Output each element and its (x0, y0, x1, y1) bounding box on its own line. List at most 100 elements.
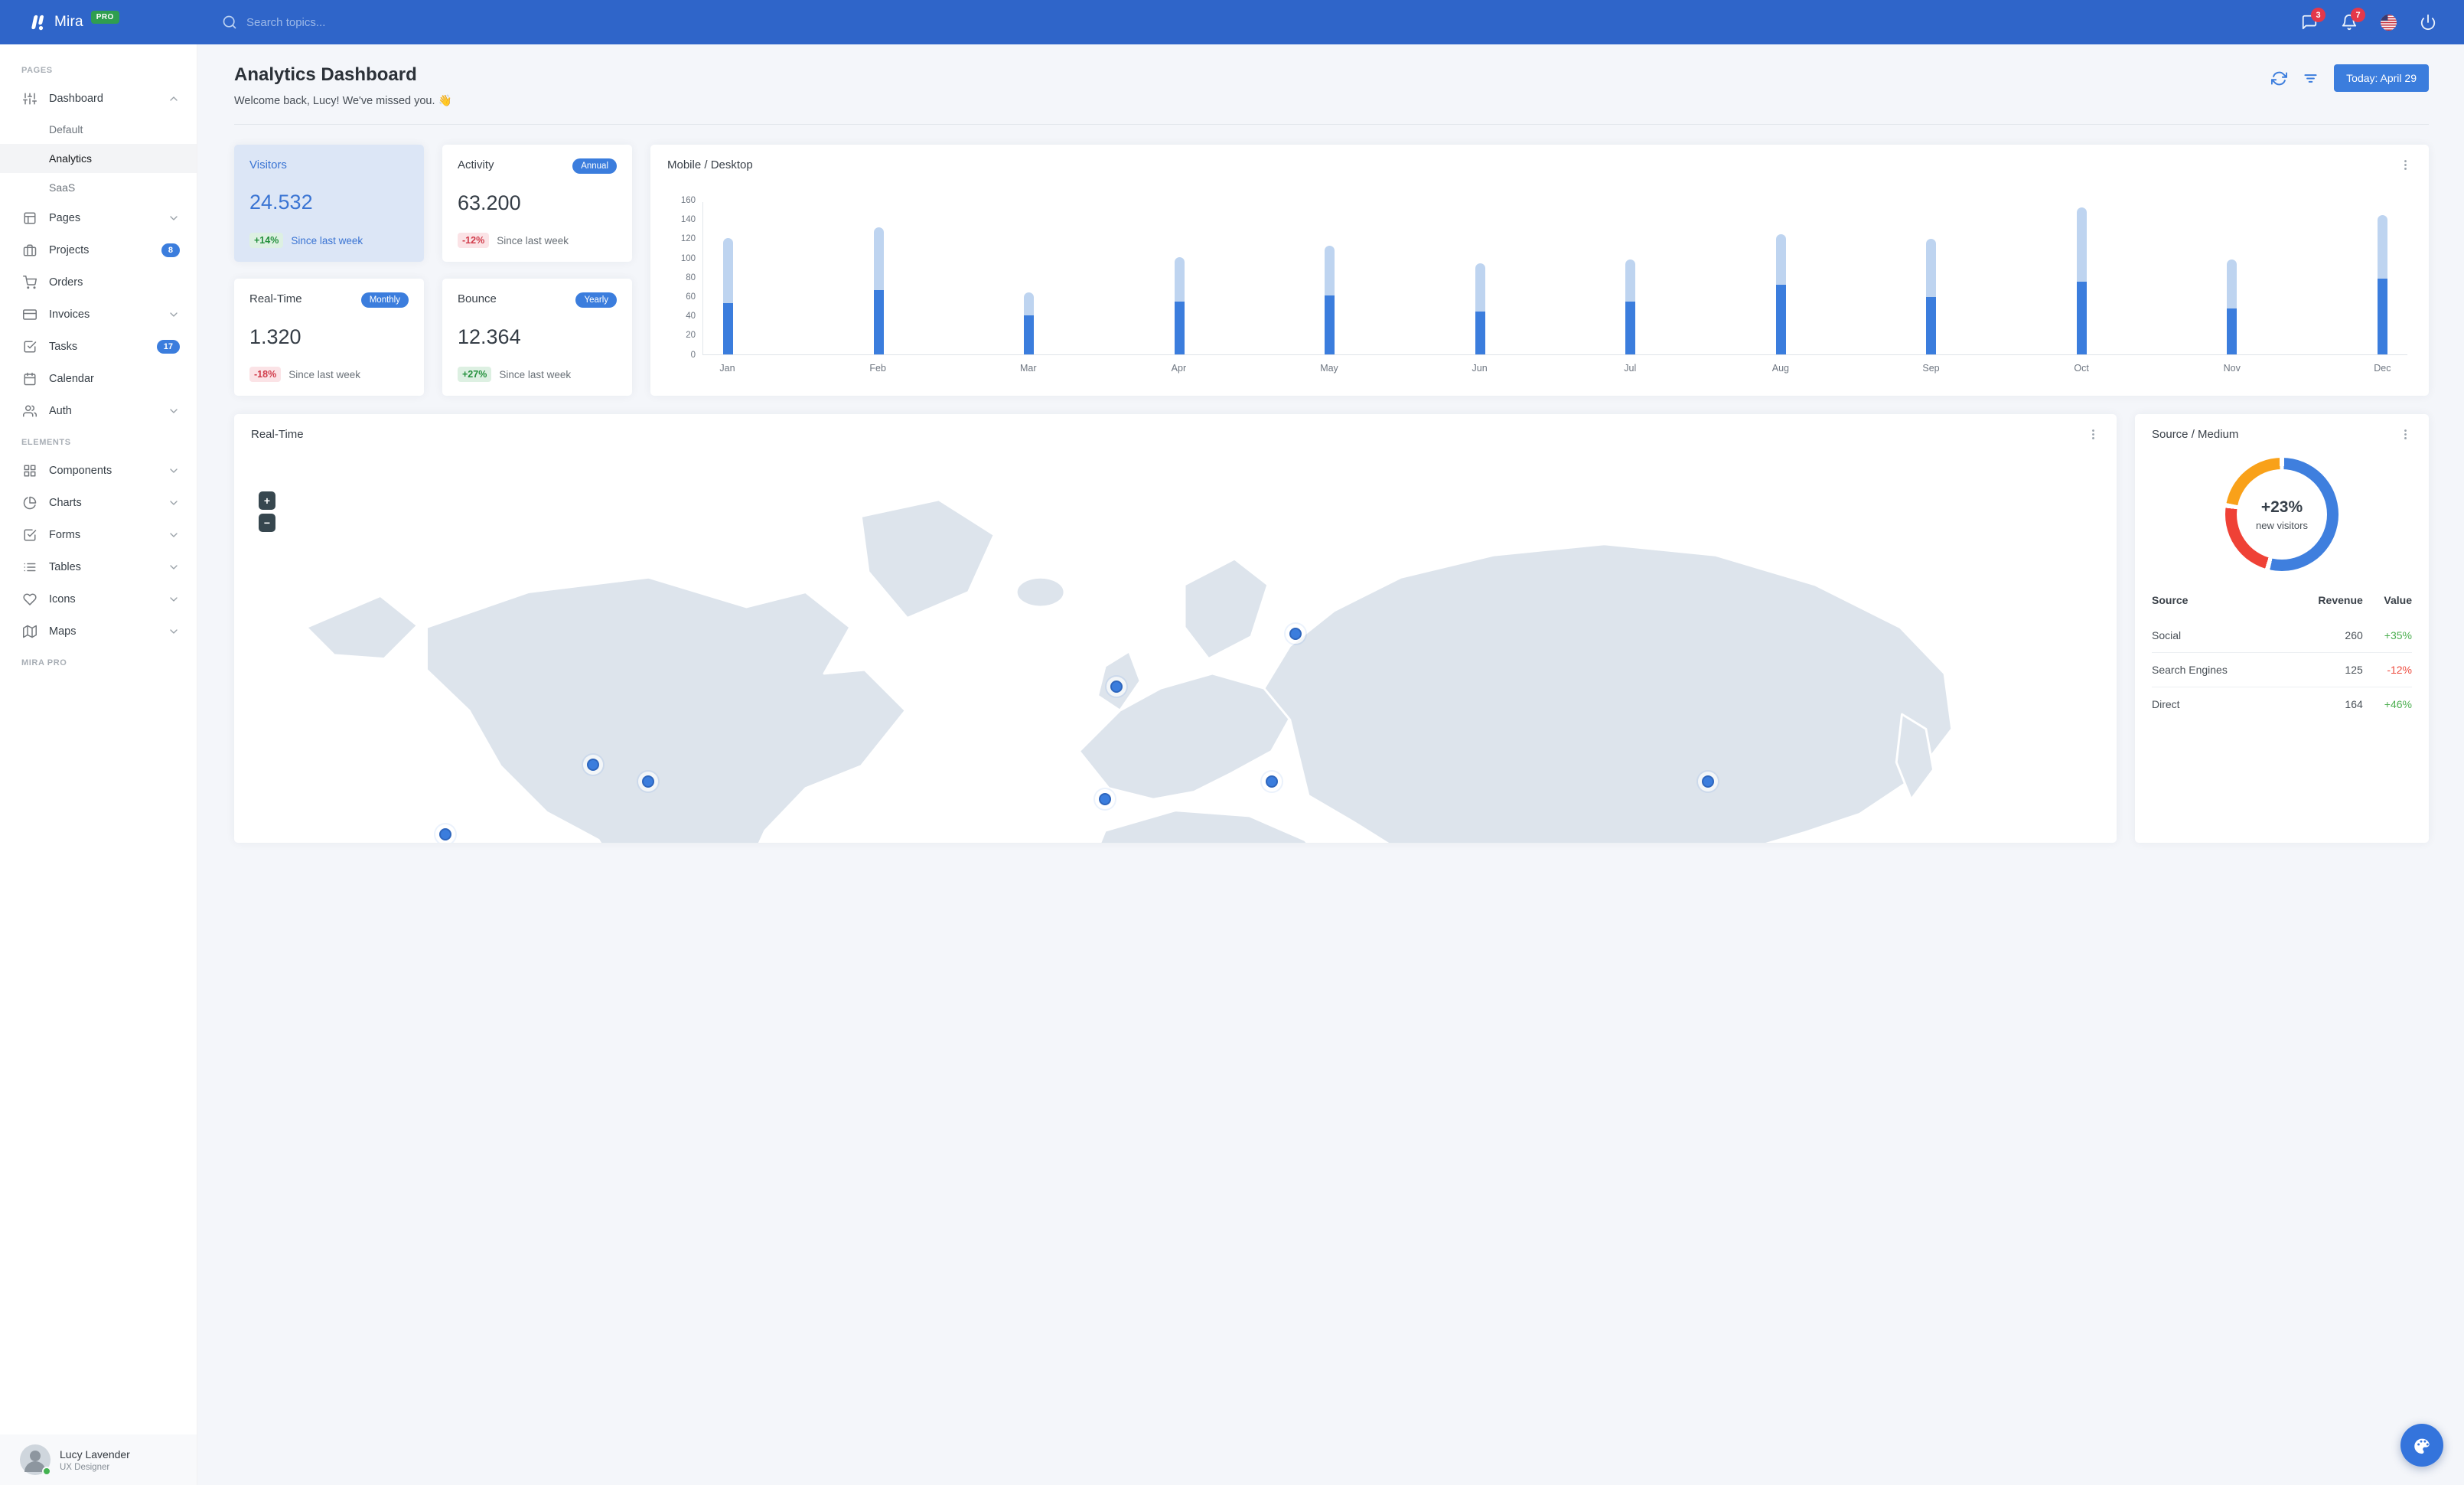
theme-settings-button[interactable] (2400, 1424, 2443, 1467)
sign-out-button[interactable] (2420, 14, 2436, 31)
header-divider (234, 124, 2429, 125)
bar-feb (873, 227, 884, 354)
y-tick-label: 0 (690, 350, 696, 360)
map-marker[interactable] (435, 824, 455, 843)
map-zoom-out-button[interactable]: − (259, 514, 275, 532)
grid-icon (23, 464, 37, 478)
stat-period-badge[interactable]: Yearly (575, 292, 617, 308)
map-marker[interactable] (1095, 789, 1116, 810)
x-tick-label: Oct (2074, 363, 2089, 374)
list-icon (23, 560, 37, 574)
sidebar-item-label: Projects (49, 244, 90, 256)
sidebar-item-label: Orders (49, 276, 83, 289)
map-zoom-controls: + − (259, 491, 275, 532)
x-tick-label: Mar (1019, 363, 1037, 374)
donut-center-label: new visitors (2256, 519, 2308, 531)
sidebar-item-tables[interactable]: Tables (0, 551, 197, 583)
y-tick-label: 80 (686, 273, 696, 282)
chevron-down-icon (168, 529, 180, 541)
sidebar-item-projects[interactable]: Projects 8 (0, 234, 197, 266)
source-medium-card: Source / Medium +23% new visitors (2135, 414, 2429, 843)
map-marker[interactable] (1261, 772, 1282, 792)
sidebar-user[interactable]: Lucy Lavender UX Designer (0, 1434, 197, 1485)
sidebar-item-auth[interactable]: Auth (0, 395, 197, 427)
donut-chart-title: Source / Medium (2152, 428, 2239, 441)
bar-chart-menu-button[interactable] (2399, 158, 2412, 171)
sidebar-item-orders[interactable]: Orders (0, 266, 197, 299)
sidebar-item-maps[interactable]: Maps (0, 615, 197, 648)
sidebar-item-label: Tasks (49, 341, 78, 353)
sidebar-item-tasks[interactable]: Tasks 17 (0, 331, 197, 363)
stat-card-real-time: Real-Time Monthly 1.320 -18% Since last week (234, 279, 424, 396)
sidebar-item-invoices[interactable]: Invoices (0, 299, 197, 331)
x-tick-label: Dec (2374, 363, 2391, 374)
us-flag-icon (2381, 14, 2397, 31)
stat-note: Since last week (497, 234, 569, 246)
sidebar-nav: PAGES Dashboard Default Analytics SaaS Pages P… (0, 44, 197, 1434)
sidebar-subitem-analytics[interactable]: Analytics (0, 144, 197, 173)
bar-jan (723, 237, 733, 354)
bar-segment-mobile (1625, 302, 1636, 354)
navbar-actions: 3 7 (2301, 8, 2464, 31)
sidebar-item-label: Auth (49, 405, 72, 417)
map-marker[interactable] (582, 754, 603, 775)
brand[interactable]: Mira PRO (0, 10, 197, 33)
palette-icon (2412, 1435, 2432, 1455)
stat-period-badge[interactable]: Annual (572, 158, 617, 174)
search[interactable] (222, 15, 445, 30)
sidebar-item-components[interactable]: Components (0, 455, 197, 487)
map-zoom-in-button[interactable]: + (259, 491, 275, 510)
bar-segment-mobile (2377, 279, 2387, 354)
map-marker[interactable] (638, 772, 659, 792)
source-card-menu-button[interactable] (2399, 428, 2412, 441)
realtime-map-card: Real-Time (234, 414, 2117, 843)
sidebar-subitem-saas[interactable]: SaaS (49, 181, 76, 194)
sidebar-item-charts[interactable]: Charts (0, 487, 197, 519)
x-tick-label: Jan (719, 363, 735, 374)
x-tick-label: Jun (1472, 363, 1488, 374)
bar-may (1325, 245, 1335, 354)
world-map[interactable]: + − (251, 452, 2100, 843)
revenue-cell: 164 (2284, 687, 2363, 721)
sidebar-item-calendar[interactable]: Calendar (0, 363, 197, 395)
value-cell: -12% (2362, 652, 2412, 687)
notifications-button[interactable]: 7 (2341, 8, 2365, 31)
sidebar-item-label: Pages (49, 212, 81, 224)
chevron-down-icon (168, 405, 180, 417)
sidebar-item-dashboard[interactable]: Dashboard (0, 83, 197, 115)
messages-button[interactable]: 3 (2301, 8, 2325, 31)
cart-icon (23, 276, 37, 289)
map-marker[interactable] (1286, 624, 1306, 645)
x-tick-label: Feb (869, 363, 886, 374)
main-content: Analytics Dashboard Welcome back, Lucy! … (197, 44, 2464, 1485)
x-tick-label: Nov (2223, 363, 2241, 374)
sidebar-item-icons[interactable]: Icons (0, 583, 197, 615)
search-input[interactable] (246, 15, 445, 29)
value-cell: +35% (2384, 629, 2412, 641)
map-marker[interactable] (1106, 676, 1126, 697)
donut-chart: +23% new visitors (2225, 458, 2339, 571)
x-tick-label: Jul (1624, 363, 1637, 374)
bar-segment-desktop (1475, 263, 1485, 312)
sidebar-subitem-default[interactable]: Default (49, 123, 83, 135)
stat-card-visitors: Visitors 24.532 +14% Since last week (234, 145, 424, 262)
bar-segment-desktop (1625, 259, 1636, 302)
map-card-menu-button[interactable] (2087, 428, 2100, 441)
sidebar-item-label: Charts (49, 497, 82, 509)
date-button[interactable]: Today: April 29 (2334, 64, 2429, 92)
refresh-icon (2271, 70, 2288, 86)
x-tick-label: Aug (1771, 363, 1789, 374)
bar-segment-desktop (723, 237, 733, 303)
stat-card-title: Real-Time (249, 292, 302, 305)
filter-button[interactable] (2303, 70, 2319, 86)
map-marker[interactable] (1697, 772, 1718, 792)
sidebar-item-pages[interactable]: Pages (0, 202, 197, 234)
sidebar-item-label: Maps (49, 625, 77, 638)
language-button[interactable] (2381, 14, 2397, 31)
sidebar-section-label-pages: PAGES (21, 66, 53, 75)
sidebar-item-forms[interactable]: Forms (0, 519, 197, 551)
refresh-button[interactable] (2271, 70, 2288, 86)
stat-period-badge[interactable]: Monthly (360, 292, 409, 308)
y-tick-label: 140 (680, 215, 696, 225)
source-table-header-source: Source (2152, 594, 2189, 606)
